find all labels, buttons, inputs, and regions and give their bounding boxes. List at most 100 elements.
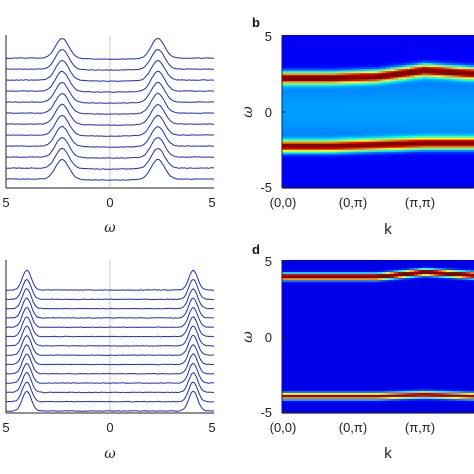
panel-b-cell [294, 57, 299, 60]
panel-b-cell [338, 125, 343, 129]
panel-b-cell [306, 91, 311, 94]
panel-d-cell [334, 384, 339, 388]
panel-d-cell [290, 274, 295, 277]
panel-d-cell [282, 266, 287, 269]
panel-d-cell [318, 260, 323, 263]
panel-b-cell [282, 143, 287, 147]
panel-b-cell [282, 81, 287, 84]
panel-d-cell [302, 382, 307, 386]
panel-b-cell [422, 35, 427, 38]
panel-b-cell [446, 157, 451, 161]
panel-b-cell [306, 127, 311, 131]
panel-b-cell [350, 69, 355, 72]
panel-d-cell [302, 324, 307, 328]
panel-b-cell [430, 165, 435, 169]
panel-b-cell [394, 71, 399, 74]
panel-b-cell [470, 133, 474, 137]
panel-b-cell [406, 127, 411, 131]
panel-d-cell [282, 346, 287, 350]
panel-b-cell [414, 81, 419, 84]
panel-b-cell [282, 71, 287, 74]
panel-d-cell [294, 304, 299, 307]
panel-d-cell [310, 350, 315, 354]
panel-b-cell [286, 71, 291, 74]
panel-d-cell [286, 358, 291, 362]
panel-d-cell [302, 372, 307, 376]
panel-b-cell [318, 165, 323, 169]
panel-b-cell [442, 35, 447, 38]
panel-b-cell [430, 177, 435, 181]
panel-b-cell [286, 171, 291, 175]
panel-b-cell [338, 173, 343, 177]
panel-d-cell [282, 384, 287, 388]
panel-d-cell [314, 292, 319, 295]
panel-b-cell [394, 115, 399, 119]
panel-b-cell [430, 153, 435, 157]
panel-d-cell [298, 334, 303, 338]
panel-d-cell [314, 348, 319, 352]
panel-b-cell [470, 83, 474, 86]
panel-b-cell [402, 147, 407, 151]
panel-b-cell [282, 113, 287, 117]
panel-b-cell [450, 89, 455, 92]
panel-b-cell [442, 77, 447, 80]
panel-b-cell [286, 127, 291, 131]
panel-b-cell [290, 81, 295, 84]
panel-b-cell [286, 65, 291, 68]
panel-d-cell [334, 286, 339, 289]
panel-c-curve-6 [5, 325, 215, 347]
panel-b-cell [410, 59, 415, 62]
panel-b-cell [386, 165, 391, 169]
panel-b-cell [374, 103, 379, 107]
panel-b-cell [290, 69, 295, 72]
panel-d-cell [290, 362, 295, 366]
panel-b-cell [402, 61, 407, 64]
panel-b-cell [386, 137, 391, 141]
panel-b-cell [350, 155, 355, 159]
panel-b-cell [430, 79, 435, 82]
panel-d-cell [306, 334, 311, 338]
panel-b-cell [326, 77, 331, 80]
panel-d-cell [298, 324, 303, 328]
panel-a-xtick-right: 5 [208, 195, 215, 210]
panel-b-cell [434, 121, 439, 125]
panel-b-cell [342, 137, 347, 141]
panel-d-cell [342, 272, 347, 275]
panel-b-cell [350, 101, 355, 105]
panel-b-cell [282, 153, 287, 157]
panel-b-cell [450, 55, 455, 58]
panel-d-cell [322, 398, 327, 402]
panel-d-cell [298, 282, 303, 285]
panel-b-cell [406, 131, 411, 135]
panel-d-cell [322, 332, 327, 336]
panel-b-cell [298, 125, 303, 129]
panel-b-cell [378, 59, 383, 62]
panel-b-cell [314, 135, 319, 139]
panel-b-cell [294, 151, 299, 155]
panel-b-cell [454, 93, 459, 96]
panel-d-cell [342, 262, 347, 265]
panel-b-cell [374, 153, 379, 157]
panel-b-cell [442, 111, 447, 115]
panel-b-cell [418, 179, 423, 183]
panel-b-cell [314, 111, 319, 115]
panel-b-cell [342, 101, 347, 105]
panel-b-cell [362, 153, 367, 157]
panel-b-cell [422, 173, 427, 177]
panel-b-cell [470, 87, 474, 90]
panel-b-cell [346, 163, 351, 167]
panel-b-cell [350, 135, 355, 139]
panel-b-cell [354, 51, 359, 54]
panel-b-cell [290, 177, 295, 181]
panel-b-cell [314, 71, 319, 74]
panel-b-cell [458, 81, 463, 84]
panel-b-cell [294, 169, 299, 173]
panel-b-cell [334, 69, 339, 72]
panel-b-cell [370, 133, 375, 137]
panel-d-cell [298, 274, 303, 277]
panel-d-cell [318, 384, 323, 388]
panel-d-cell [318, 310, 323, 313]
panel-d-cell [302, 310, 307, 313]
panel-b-cell [470, 51, 474, 54]
panel-b-cell [382, 71, 387, 74]
